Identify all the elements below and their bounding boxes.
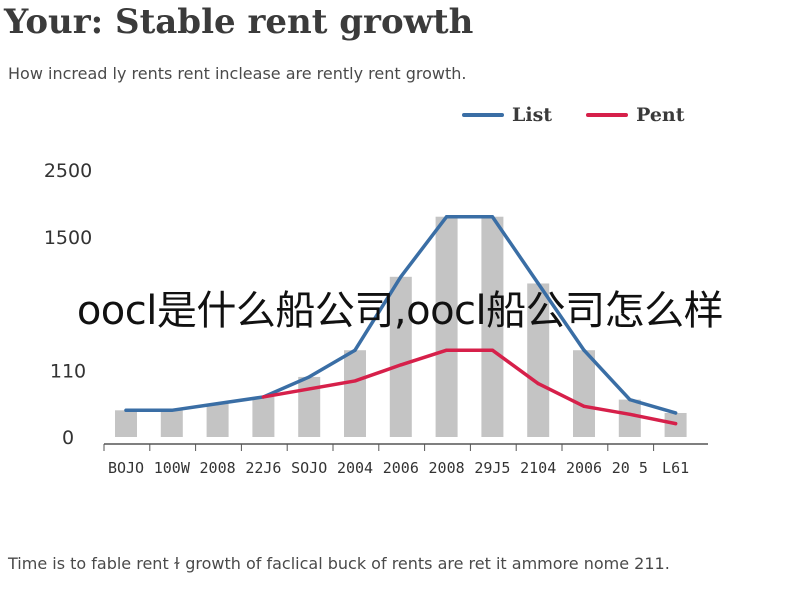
y-tick-label-2: 1500 [44, 227, 92, 249]
x-tick-label-2: 2008 [200, 459, 236, 477]
x-tick-label-9: 2104 [520, 459, 556, 477]
bar-10 [573, 350, 595, 437]
overlay-watermark-text: oocl是什么船公司,oocl船公司怎么样 [76, 288, 724, 334]
series-point-list-8 [490, 215, 494, 219]
series-point-list-9 [536, 281, 540, 286]
legend-item-pent: Pent [586, 104, 685, 126]
bar-9 [527, 283, 550, 437]
series-point-pent-11 [628, 412, 632, 416]
lines-layer [124, 214, 678, 426]
bar-1 [160, 410, 183, 437]
series-point-list-10 [582, 348, 586, 352]
bar-8 [481, 216, 504, 437]
series-point-list-7 [445, 215, 449, 219]
series-point-pent-8 [490, 348, 494, 352]
series-point-list-2 [216, 402, 220, 406]
series-point-pent-12 [674, 422, 678, 426]
series-point-list-4 [307, 375, 311, 379]
x-tick-label-10: 2006 [566, 459, 602, 477]
series-point-list-12 [674, 411, 678, 415]
x-tick-label-1: 100W [154, 459, 191, 477]
legend: List Pent [462, 104, 685, 126]
bar-11 [618, 399, 641, 437]
x-tick-label-7: 2008 [429, 459, 465, 477]
bar-7 [435, 216, 458, 437]
bar-0 [115, 410, 137, 437]
series-point-list-11 [628, 398, 632, 402]
series-point-list-1 [170, 408, 174, 412]
legend-label-list: List [512, 104, 553, 126]
bar-5 [344, 350, 366, 437]
series-line-pent [261, 348, 678, 426]
legend-item-list: List [462, 104, 552, 126]
x-tick-label-3: 22J6 [245, 459, 281, 477]
series-point-pent-9 [536, 382, 540, 386]
x-tick-label-0: BOJO [108, 459, 144, 477]
x-tick-label-12: L61 [662, 459, 689, 477]
legend-label-pent: Pent [636, 104, 685, 126]
legend-swatch-list [462, 113, 504, 117]
x-tick-label-8: 29J5 [474, 459, 510, 477]
y-tick-label-0: 0 [62, 427, 74, 449]
bar-4 [298, 376, 321, 437]
bar-3 [252, 396, 275, 437]
y-tick-label-1: 110 [50, 360, 86, 382]
bar-2 [206, 403, 229, 437]
chart-subtitle: How incread ly rents rent inclease are r… [8, 64, 467, 83]
x-tick-label-11: 20 5 [612, 459, 648, 477]
series-point-pent-10 [582, 404, 586, 408]
x-tick-label-5: 2004 [337, 459, 373, 477]
series-point-list-5 [353, 348, 357, 352]
x-tick-label-4: SOJO [291, 459, 327, 477]
bar-6 [389, 276, 412, 437]
series-point-pent-7 [445, 348, 449, 352]
footnote: Time is to fable rent ɫ growth of faclic… [8, 554, 670, 573]
series-point-list-0 [124, 408, 128, 412]
series-point-list-6 [399, 275, 403, 279]
series-point-pent-5 [353, 379, 357, 383]
bars-layer [115, 216, 687, 437]
series-point-pent-3 [261, 395, 265, 399]
legend-swatch-pent [586, 113, 629, 117]
chart-title: Your: Stable rent growth [4, 2, 474, 42]
series-point-pent-4 [307, 387, 311, 391]
x-tick-label-6: 2006 [383, 459, 419, 477]
axis-layer: BOJO 100W 2008 22J6 SOJO 2004 2006 2008 29J5 2104… [44, 160, 708, 477]
series-point-pent-6 [399, 363, 403, 367]
y-tick-label-3: 2500 [44, 160, 92, 182]
